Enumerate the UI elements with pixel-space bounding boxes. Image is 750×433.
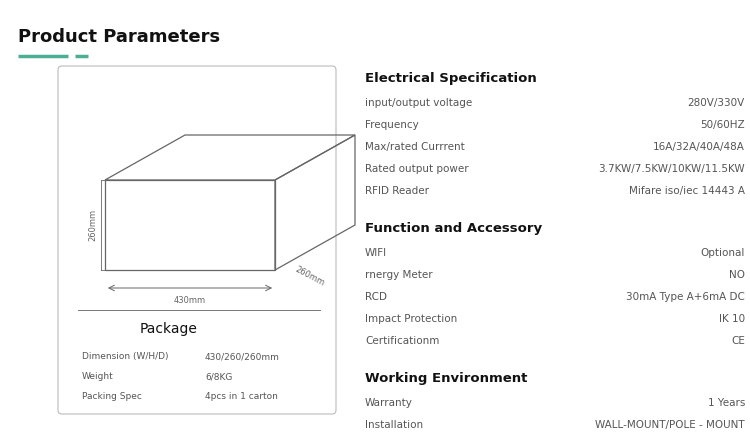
FancyBboxPatch shape <box>58 66 336 414</box>
Text: WALL-MOUNT/POLE - MOUNT: WALL-MOUNT/POLE - MOUNT <box>596 420 745 430</box>
Text: 16A/32A/40A/48A: 16A/32A/40A/48A <box>653 142 745 152</box>
Text: 260mm: 260mm <box>294 265 326 288</box>
Text: Frequency: Frequency <box>365 120 419 130</box>
Text: Mifare iso/iec 14443 A: Mifare iso/iec 14443 A <box>629 186 745 196</box>
Text: Rated output power: Rated output power <box>365 164 469 174</box>
Text: input/output voltage: input/output voltage <box>365 98 472 108</box>
Text: Installation: Installation <box>365 420 423 430</box>
Text: 280V/330V: 280V/330V <box>688 98 745 108</box>
Text: 30mA Type A+6mA DC: 30mA Type A+6mA DC <box>626 292 745 302</box>
Text: NO: NO <box>729 270 745 280</box>
Text: WIFI: WIFI <box>365 248 387 258</box>
Text: Product Parameters: Product Parameters <box>18 28 220 46</box>
Text: 1 Years: 1 Years <box>708 398 745 408</box>
Text: RFID Reader: RFID Reader <box>365 186 429 196</box>
Text: Function and Accessory: Function and Accessory <box>365 222 542 235</box>
Text: 430/260/260mm: 430/260/260mm <box>205 352 280 361</box>
Text: 4pcs in 1 carton: 4pcs in 1 carton <box>205 392 278 401</box>
Text: Impact Protection: Impact Protection <box>365 314 458 324</box>
Text: Max/rated Currrent: Max/rated Currrent <box>365 142 465 152</box>
Text: 260mm: 260mm <box>88 209 97 241</box>
Text: Weight: Weight <box>82 372 114 381</box>
Text: Dimension (W/H/D): Dimension (W/H/D) <box>82 352 169 361</box>
Text: Optional: Optional <box>700 248 745 258</box>
Text: Certificationm: Certificationm <box>365 336 440 346</box>
Text: Warranty: Warranty <box>365 398 413 408</box>
Text: RCD: RCD <box>365 292 387 302</box>
Text: 50/60HZ: 50/60HZ <box>700 120 745 130</box>
Text: Package: Package <box>140 322 198 336</box>
Text: Electrical Specification: Electrical Specification <box>365 72 537 85</box>
Text: rnergy Meter: rnergy Meter <box>365 270 433 280</box>
Text: CE: CE <box>731 336 745 346</box>
Text: 430mm: 430mm <box>174 296 206 305</box>
Text: IK 10: IK 10 <box>718 314 745 324</box>
Text: 6/8KG: 6/8KG <box>205 372 232 381</box>
Text: 3.7KW/7.5KW/10KW/11.5KW: 3.7KW/7.5KW/10KW/11.5KW <box>598 164 745 174</box>
Text: Working Environment: Working Environment <box>365 372 527 385</box>
Text: Packing Spec: Packing Spec <box>82 392 142 401</box>
